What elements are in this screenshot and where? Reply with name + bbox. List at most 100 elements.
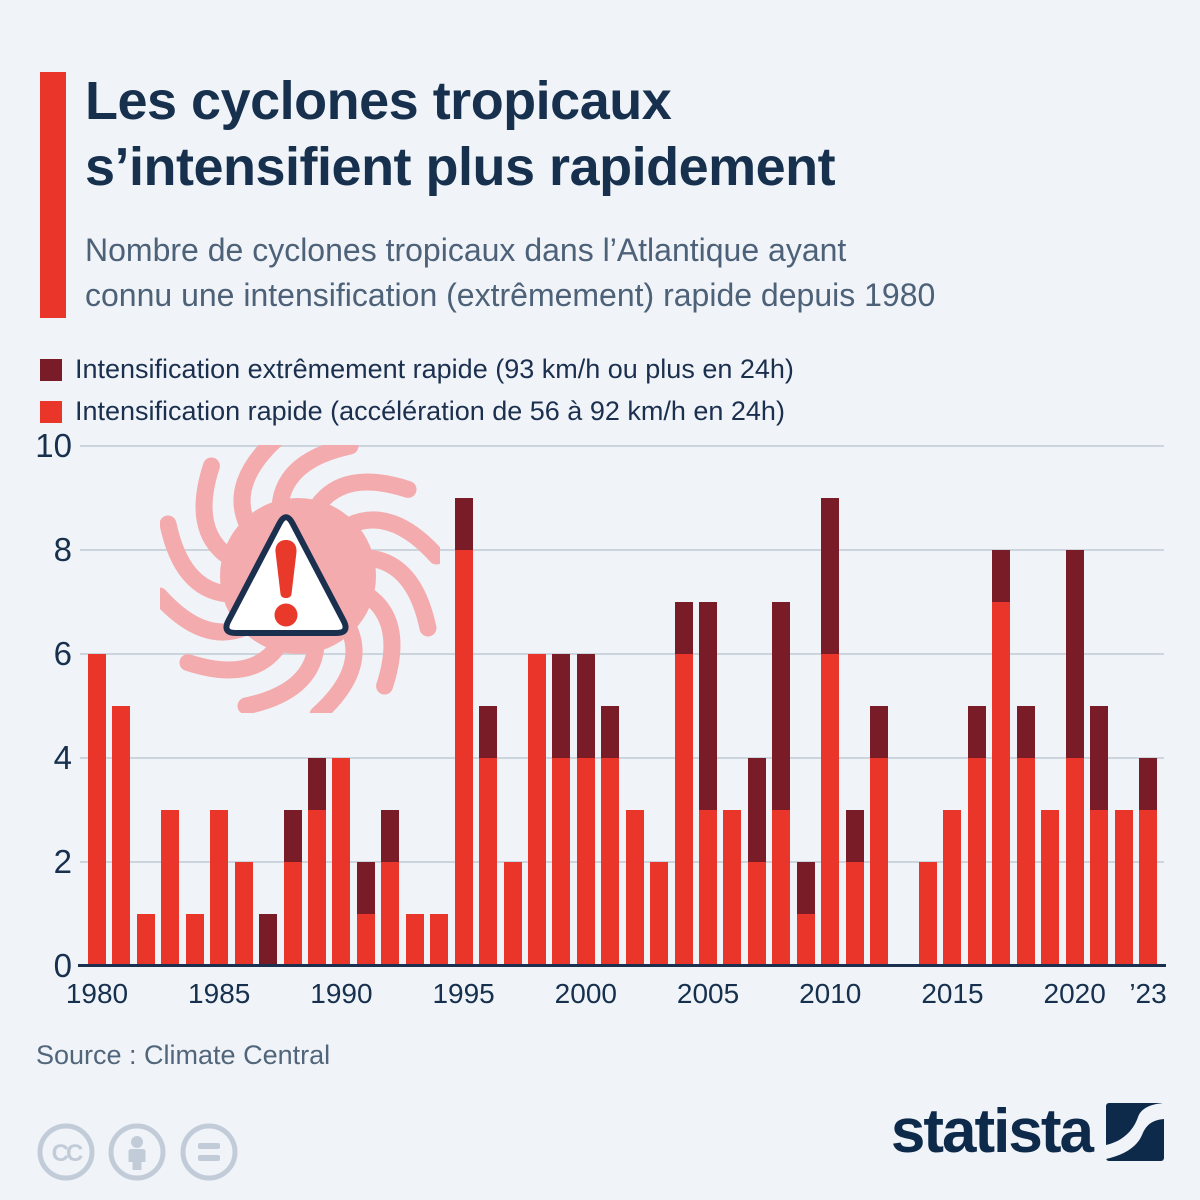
person-glyph [128, 1136, 146, 1170]
bar-2023-extreme [1139, 758, 1157, 810]
gridline-y6 [80, 653, 1164, 655]
bar-1987-extreme [259, 914, 278, 966]
bar-2011-rapide [845, 862, 864, 966]
bar-2012-rapide [870, 758, 889, 966]
bar-1996-extreme [479, 706, 498, 758]
swirl-blade [309, 619, 363, 713]
gridline-y10 [80, 445, 1164, 447]
chart-legend: Intensification extrêmement rapide (93 k… [40, 354, 794, 427]
bar-1999-rapide [552, 758, 571, 966]
bar-2021-extreme [1090, 706, 1109, 810]
x-tick-label: 1995 [432, 978, 495, 1009]
x-tick-label: 2005 [676, 978, 740, 1009]
x-tick-label: 2010 [799, 978, 862, 1009]
bar-2007-extreme [747, 758, 766, 862]
legend-swatch-extreme [40, 358, 62, 381]
x-tick-label: 1990 [310, 978, 373, 1009]
gridline-y8 [80, 549, 1164, 551]
bar-1997-rapide [503, 862, 522, 966]
bar-2022-rapide [1114, 810, 1133, 966]
bar-1994-rapide [430, 914, 449, 966]
page-subtitle-line2: connu une intensification (extrêmement) … [85, 277, 936, 314]
bar-1999-extreme [552, 654, 571, 758]
swirl-blade [271, 445, 359, 515]
bar-2004-rapide [674, 654, 693, 966]
page-subtitle: Nombre de cyclones tropicaux dans l’Atla… [85, 228, 935, 319]
bar-1995-rapide [454, 550, 473, 966]
x-tick-label: 1980 [65, 978, 129, 1009]
y-tick-label: 2 [53, 843, 72, 880]
legend-label-rapid: Intensification rapide (accélération de … [75, 396, 785, 426]
bar-2016-extreme [967, 706, 986, 758]
bar-2009-extreme [796, 862, 815, 914]
bar-2001-rapide [601, 758, 620, 966]
bar-2004-extreme [674, 602, 693, 654]
bar-1993-rapide [405, 914, 424, 966]
bar-2015-rapide [943, 810, 962, 966]
hurricane-warning-icon [160, 445, 440, 713]
bar-2003-rapide [650, 862, 669, 966]
bar-2020-rapide [1065, 758, 1084, 966]
bar-1989-rapide [307, 810, 326, 966]
bar-1992-rapide [381, 862, 400, 966]
bar-2016-rapide [967, 758, 986, 966]
title-accent-bar [40, 72, 66, 318]
bar-1980-rapide [88, 654, 106, 966]
warning-triangle-icon [223, 514, 349, 636]
page-title: Les cyclones tropicaux s’intensifient pl… [85, 68, 836, 201]
bar-2005-rapide [699, 810, 718, 966]
bar-1991-rapide [356, 914, 375, 966]
bar-2000-extreme [576, 654, 595, 758]
bar-2008-rapide [772, 810, 791, 966]
y-tick-label: 0 [53, 947, 72, 984]
legend-swatch-rapid [40, 400, 62, 423]
bar-2007-rapide [747, 862, 766, 966]
bar-1982-rapide [136, 914, 155, 966]
bar-1985-rapide [210, 810, 229, 966]
bar-2017-extreme [992, 550, 1011, 602]
source-text: Source : Climate Central [36, 1040, 331, 1070]
bar-2017-rapide [992, 602, 1011, 966]
swirl-blade [237, 637, 325, 713]
x-tick-label: 2000 [554, 978, 617, 1009]
x-tick-label: 2020 [1043, 978, 1106, 1009]
cc-by-person-icon [108, 1123, 166, 1181]
cc-letters: CC [52, 1140, 83, 1167]
bar-2000-rapide [576, 758, 595, 966]
bar-2002-rapide [625, 810, 644, 966]
bar-1991-extreme [356, 862, 375, 914]
legend-item-extreme: Intensification extrêmement rapide (93 k… [40, 354, 794, 385]
swirl-blade [308, 473, 417, 515]
legend-label-extreme: Intensification extrêmement rapide (93 k… [75, 354, 794, 384]
y-tick-label: 10 [35, 427, 72, 464]
bar-1998-rapide [527, 654, 546, 966]
bar-1984-rapide [185, 914, 204, 966]
statista-wordmark: statista [890, 1097, 1094, 1166]
swirl-blade [233, 445, 287, 533]
x-axis-line [78, 964, 1166, 967]
bar-2018-extreme [1016, 706, 1035, 758]
swirl-blade [359, 549, 437, 637]
bar-2014-rapide [919, 862, 938, 966]
bar-1983-rapide [161, 810, 180, 966]
bar-2010-rapide [821, 654, 840, 966]
bar-2001-extreme [601, 706, 620, 758]
bar-2019-rapide [1041, 810, 1060, 966]
bar-1989-extreme [307, 758, 326, 810]
license-badges: CC [37, 1123, 238, 1181]
y-tick-label: 4 [53, 739, 72, 776]
gridline-y2 [80, 861, 1164, 863]
bar-2020-extreme [1065, 550, 1084, 758]
swirl-blade [195, 457, 237, 566]
gridline-y4 [80, 757, 1164, 759]
bar-1995-extreme [454, 498, 473, 550]
bar-2010-extreme [821, 498, 840, 654]
statista-swoosh-icon [1106, 1102, 1164, 1161]
bar-2012-extreme [870, 706, 889, 758]
page-title-line1: Les cyclones tropicaux [85, 71, 672, 131]
bar-1996-rapide [479, 758, 498, 966]
page-title-line2: s’intensifient plus rapidement [85, 137, 836, 198]
bar-1992-extreme [381, 810, 400, 862]
